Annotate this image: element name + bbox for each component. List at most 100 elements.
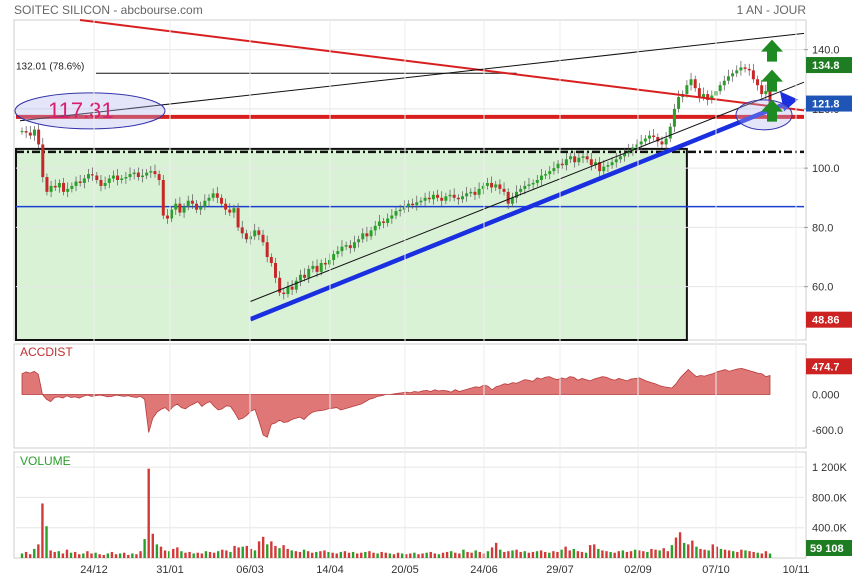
candle-body <box>203 200 207 207</box>
candle-body <box>382 221 386 223</box>
x-tick-label: 14/04 <box>316 564 344 576</box>
candle-body <box>523 185 527 189</box>
candle-body <box>431 194 435 200</box>
price-tick-label: 140.0 <box>812 45 840 57</box>
volume-bar <box>629 551 633 558</box>
volume-bar <box>552 551 555 558</box>
volume-bar <box>315 551 318 558</box>
volume-bar <box>20 553 24 558</box>
candle-body <box>357 239 361 243</box>
volume-bar <box>28 554 32 558</box>
volume-bar <box>188 551 191 558</box>
volume-bar <box>527 552 531 558</box>
volume-bar <box>114 554 118 558</box>
candle-body <box>28 132 32 136</box>
price-badge-label: 134.8 <box>812 60 840 72</box>
volume-bar <box>347 552 351 558</box>
volume-tick-label: 400.0K <box>812 523 848 535</box>
accdist-badge-label: 474.7 <box>812 361 840 373</box>
volume-bar <box>740 549 743 558</box>
volume-bar <box>437 554 441 558</box>
volume-bar <box>331 552 334 558</box>
volume-bar <box>511 550 514 558</box>
price-tick-label: 100.0 <box>812 163 840 175</box>
candle-body <box>352 242 356 249</box>
volume-bar <box>33 548 36 558</box>
candle-body <box>456 197 460 200</box>
candle-body <box>361 233 365 240</box>
price-badge-label: 48.86 <box>812 315 840 327</box>
volume-bar <box>196 552 199 558</box>
volume-bar <box>82 553 85 558</box>
candle-body <box>224 203 228 210</box>
volume-bar <box>323 550 326 558</box>
volume-bar <box>37 544 40 558</box>
accdist-title: ACCDIST <box>20 345 73 359</box>
volume-bar <box>638 550 641 558</box>
volume-bar <box>560 549 563 558</box>
candle-body <box>519 188 523 192</box>
candle-body <box>170 209 174 219</box>
volume-bar <box>584 552 588 558</box>
volume-bar <box>707 550 710 558</box>
volume-bar <box>445 551 449 558</box>
x-tick-label: 10/11 <box>783 564 810 576</box>
volume-bar <box>433 553 437 558</box>
candle-body <box>199 206 203 210</box>
volume-bar <box>147 468 150 558</box>
candle-body <box>460 196 464 200</box>
accdist-panel-frame <box>13 343 807 449</box>
candle-body <box>111 175 115 179</box>
candle-body <box>145 172 149 176</box>
volume-bar <box>380 551 383 558</box>
candle-body <box>157 174 161 180</box>
red-trend-line <box>79 19 805 112</box>
volume-bar <box>69 552 73 558</box>
candle-body <box>402 206 406 210</box>
candle-body <box>406 203 410 207</box>
volume-bar <box>163 550 167 558</box>
candle-body <box>660 141 664 145</box>
candle-body <box>764 91 768 95</box>
volume-bar <box>449 551 453 558</box>
volume-bar <box>384 552 387 558</box>
candle-body <box>747 68 751 71</box>
candle-body <box>70 185 74 189</box>
candle-body <box>444 196 448 201</box>
volume-bar <box>184 552 187 558</box>
volume-bar <box>282 545 285 558</box>
volume-bar <box>539 550 543 558</box>
candle-body <box>672 108 676 127</box>
candle-body <box>332 254 336 260</box>
volume-bar <box>118 553 122 558</box>
volume-bar <box>167 551 171 558</box>
volume-bar <box>241 546 244 558</box>
candle-body <box>394 211 398 216</box>
volume-bar <box>760 553 764 558</box>
volume-bar <box>752 551 755 558</box>
candle-body <box>452 194 456 198</box>
volume-bar <box>319 551 322 558</box>
volume-bar <box>180 551 183 558</box>
x-tick-label: 24/12 <box>80 564 108 576</box>
candle-body <box>278 277 282 293</box>
candle-body <box>735 70 739 74</box>
volume-bar <box>364 551 367 558</box>
candle-body <box>107 178 111 183</box>
accdist-layer: 0.000 -600.0 474.7 <box>21 358 852 438</box>
volume-bar <box>49 550 52 558</box>
candle-body <box>647 135 651 139</box>
volume-bar <box>233 545 236 558</box>
candle-body <box>440 197 444 201</box>
candle-body <box>589 159 593 166</box>
volume-bar <box>176 547 179 558</box>
candle-body <box>365 233 369 237</box>
volume-title: VOLUME <box>20 454 71 468</box>
volume-bar <box>127 554 130 558</box>
candle-body <box>531 182 535 185</box>
volume-bar <box>670 545 674 558</box>
candle-body <box>610 162 614 166</box>
volume-bar <box>601 550 604 558</box>
volume-bar <box>703 549 706 558</box>
